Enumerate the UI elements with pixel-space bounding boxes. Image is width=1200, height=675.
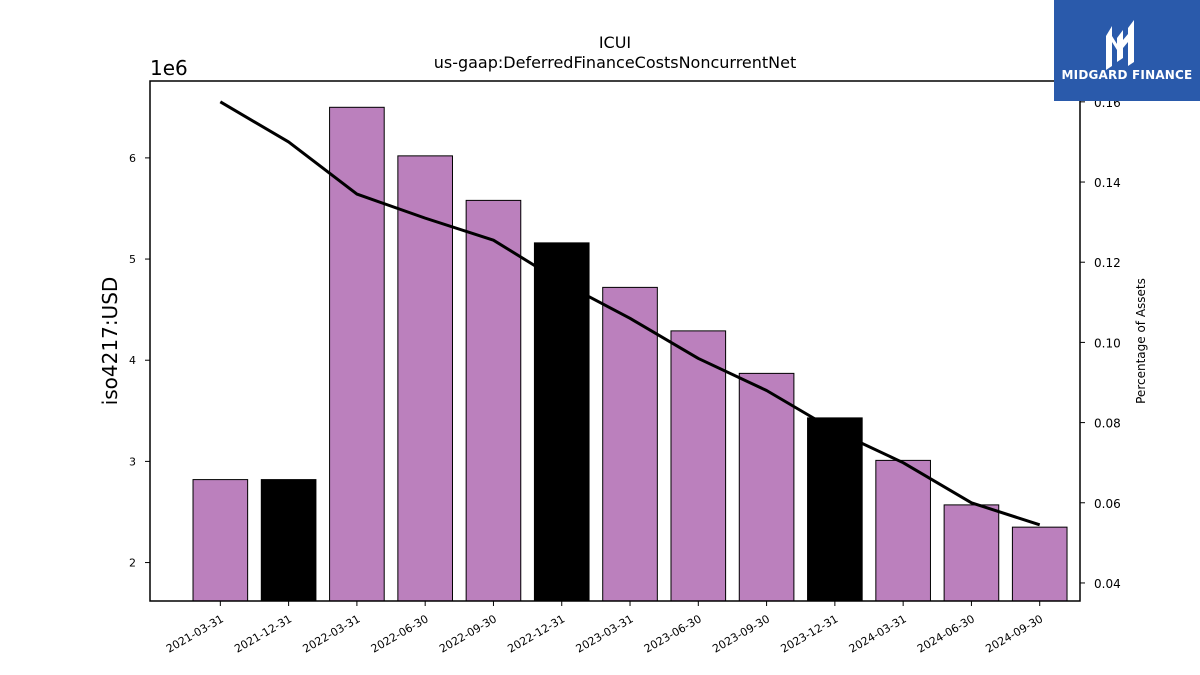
x-tick-label: 2023-12-31 bbox=[778, 612, 840, 655]
bar bbox=[397, 155, 453, 602]
y2-tick-label: 0.12 bbox=[1094, 256, 1121, 270]
bar bbox=[807, 417, 863, 602]
x-tick-label: 2024-09-30 bbox=[983, 612, 1045, 655]
chart-title: ICUI bbox=[599, 33, 631, 52]
bar bbox=[465, 199, 522, 602]
x-tick-label: 2024-03-31 bbox=[847, 612, 909, 655]
x-tick-label: 2023-06-30 bbox=[642, 612, 704, 655]
y2-tick-label: 0.10 bbox=[1094, 336, 1121, 350]
x-tick-label: 2022-12-31 bbox=[505, 612, 567, 655]
x-tick-label: 2022-03-31 bbox=[301, 612, 363, 655]
x-tick-label: 2022-09-30 bbox=[437, 612, 499, 655]
y-tick-label: 3 bbox=[129, 455, 136, 468]
x-tick-label: 2021-03-31 bbox=[164, 612, 226, 655]
y-tick-label: 6 bbox=[129, 152, 136, 165]
y-axis-label: iso4217:USD bbox=[98, 277, 122, 406]
y2-tick-label: 0.08 bbox=[1094, 417, 1121, 431]
bar bbox=[533, 242, 590, 602]
bar bbox=[670, 330, 727, 602]
logo-text: MIDGARD FINANCE bbox=[1061, 68, 1193, 82]
bars-group bbox=[192, 106, 1068, 602]
bar bbox=[329, 106, 385, 602]
x-tick-label: 2023-03-31 bbox=[574, 612, 636, 655]
y2-tick-label: 0.04 bbox=[1094, 577, 1121, 591]
y-axis-offset-label: 1e6 bbox=[150, 56, 188, 80]
bar bbox=[943, 504, 1000, 602]
plot-frame bbox=[149, 80, 1081, 602]
bar bbox=[260, 479, 317, 602]
brand-logo: MIDGARD FINANCE bbox=[1054, 0, 1200, 101]
bar bbox=[875, 459, 931, 602]
bar bbox=[738, 372, 795, 602]
y2-tick-label: 0.14 bbox=[1094, 176, 1121, 190]
x-tick-label: 2023-09-30 bbox=[710, 612, 772, 655]
line-group bbox=[219, 100, 1041, 527]
y2-axis-label: Percentage of Assets bbox=[1134, 278, 1148, 404]
y-tick-label: 2 bbox=[129, 557, 136, 570]
y-tick-label: 5 bbox=[129, 253, 136, 266]
x-tick-label: 2024-06-30 bbox=[915, 612, 977, 655]
y2-tick-label: 0.06 bbox=[1094, 497, 1121, 511]
bar bbox=[192, 479, 249, 602]
y-tick-label: 4 bbox=[129, 354, 136, 367]
bar bbox=[602, 286, 658, 602]
bar bbox=[1011, 526, 1068, 602]
chart-subtitle: us-gaap:DeferredFinanceCostsNoncurrentNe… bbox=[434, 53, 797, 72]
x-tick-label: 2021-12-31 bbox=[232, 612, 294, 655]
percentage-line bbox=[219, 100, 1041, 527]
logo-mark-icon bbox=[1106, 20, 1134, 70]
x-tick-label: 2022-06-30 bbox=[369, 612, 431, 655]
